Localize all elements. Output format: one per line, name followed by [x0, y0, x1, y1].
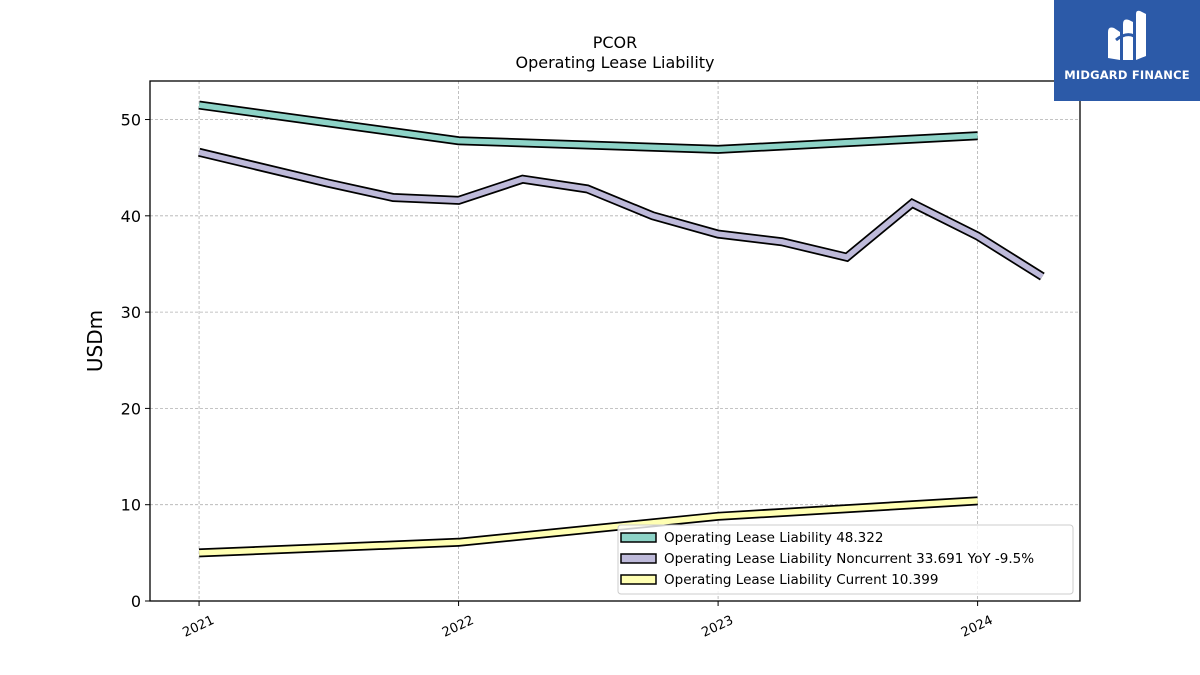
- y-axis-label: USDm: [83, 310, 107, 372]
- x-tick-label: 2021: [180, 613, 216, 641]
- y-axis-ticks: 0 10 20 30 40 50: [121, 111, 150, 611]
- y-tick-label: 20: [121, 399, 141, 418]
- plot-frame: [149, 80, 1081, 602]
- series-lines: [198, 100, 1045, 558]
- chart-title: PCOR: [593, 33, 638, 52]
- y-tick-label: 0: [131, 592, 141, 611]
- legend: Operating Lease Liability 48.322 Operatin…: [617, 524, 1074, 595]
- legend-label: Operating Lease Liability 48.322: [664, 530, 883, 546]
- legend-swatch: [620, 553, 657, 564]
- legend-box: [617, 524, 1074, 595]
- series-2-line: [198, 498, 978, 556]
- chart-subtitle: Operating Lease Liability: [515, 53, 714, 72]
- series-1-line: [198, 149, 1044, 279]
- y-tick-label: 30: [121, 303, 141, 322]
- series-0-line: [198, 102, 978, 153]
- x-tick-label: 2024: [959, 613, 995, 641]
- brand-logo: MIDGARD FINANCE: [1054, 0, 1200, 101]
- x-axis-ticks: 2021 2022 2023 2024: [180, 601, 995, 641]
- logo-text: MIDGARD FINANCE: [1064, 68, 1190, 82]
- y-tick-label: 40: [121, 207, 141, 226]
- midgard-logo-icon: [1108, 10, 1146, 61]
- legend-swatch: [620, 574, 657, 585]
- x-tick-label: 2022: [440, 613, 476, 641]
- legend-label: Operating Lease Liability Noncurrent 33.…: [664, 551, 1034, 567]
- series-1-outline: [198, 147, 1045, 281]
- legend-swatch: [620, 532, 657, 543]
- y-tick-label: 10: [121, 496, 141, 515]
- legend-label: Operating Lease Liability Current 10.399: [664, 572, 938, 588]
- x-tick-label: 2023: [699, 613, 735, 641]
- y-tick-label: 50: [121, 111, 141, 130]
